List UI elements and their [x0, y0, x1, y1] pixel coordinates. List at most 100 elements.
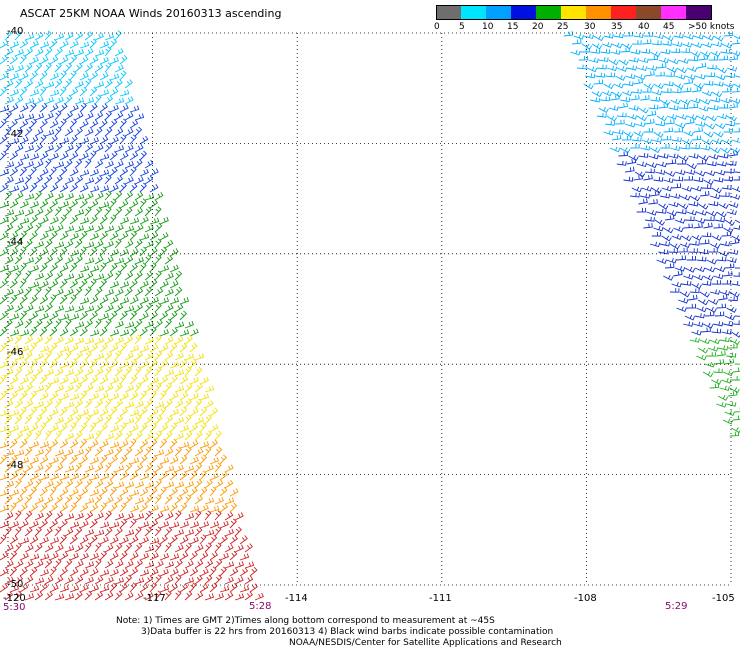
- wind-barb: [4, 449, 15, 457]
- wind-barb: [94, 240, 104, 249]
- wind-barb: [14, 191, 24, 201]
- wind-barb: [19, 262, 27, 273]
- wind-barb: [159, 375, 169, 385]
- wind-barb: [704, 170, 716, 177]
- wind-barb: [649, 147, 661, 154]
- wind-barb: [204, 542, 212, 553]
- wind-barb: [720, 97, 731, 104]
- wind-barb: [104, 33, 115, 41]
- wind-barb: [234, 593, 245, 601]
- wind-barb: [179, 375, 189, 385]
- wind-barb: [89, 295, 99, 305]
- wind-barb: [49, 55, 59, 65]
- wind-barb: [4, 494, 13, 505]
- wind-barb: [109, 38, 118, 49]
- wind-barb: [663, 35, 674, 42]
- wind-barb: [44, 510, 53, 521]
- wind-barb: [99, 569, 110, 577]
- wind-barb: [54, 96, 64, 105]
- wind-barb: [664, 214, 675, 221]
- wind-barb: [159, 329, 169, 337]
- wind-barb: [119, 281, 130, 289]
- wind-barb: [89, 185, 100, 193]
- wind-barb: [89, 439, 99, 449]
- wind-barb: [44, 239, 53, 249]
- wind-barb: [713, 368, 723, 374]
- wind-barb: [69, 502, 77, 513]
- wind-barb: [69, 473, 80, 481]
- wind-barb: [94, 206, 103, 217]
- wind-barb: [89, 535, 98, 545]
- wind-barb: [621, 135, 632, 141]
- wind-barb: [169, 470, 178, 481]
- wind-barb: [14, 464, 24, 473]
- wind-barb: [144, 352, 154, 361]
- wind-barb: [119, 329, 130, 337]
- wind-barb: [658, 203, 669, 210]
- wind-barb: [669, 243, 680, 250]
- wind-barb: [54, 463, 64, 473]
- wind-barb: [199, 393, 210, 401]
- wind-barb: [596, 64, 607, 70]
- wind-barb: [691, 283, 702, 290]
- wind-barb: [154, 334, 162, 345]
- wind-barb: [0, 390, 8, 401]
- wind-barb: [706, 352, 716, 357]
- legend-swatch: [461, 6, 486, 19]
- wind-barb: [34, 143, 43, 153]
- wind-barb: [593, 35, 604, 42]
- wind-barb: [699, 338, 711, 345]
- wind-barb: [129, 457, 140, 465]
- wind-barb: [697, 347, 709, 354]
- wind-barb: [19, 552, 29, 561]
- wind-barb: [9, 391, 18, 401]
- wind-barb: [99, 536, 109, 545]
- wind-barb: [69, 567, 79, 577]
- wind-barb: [54, 224, 64, 233]
- wind-barb: [655, 71, 665, 77]
- wind-barb: [44, 96, 54, 105]
- wind-barb: [44, 399, 53, 409]
- wind-barb: [79, 297, 90, 305]
- wind-barb: [129, 230, 138, 241]
- wind-barb: [224, 464, 234, 473]
- wind-barb: [713, 223, 723, 229]
- wind-barb: [174, 574, 182, 585]
- wind-barb: [702, 322, 714, 329]
- wind-barb: [89, 38, 97, 49]
- wind-barb: [700, 145, 711, 151]
- wind-barb: [239, 585, 250, 593]
- wind-barb: [89, 265, 100, 273]
- wind-barb: [64, 273, 75, 281]
- wind-barb: [635, 121, 646, 128]
- wind-barb: [99, 392, 109, 401]
- wind-barb: [44, 112, 54, 121]
- wind-barb: [703, 80, 714, 86]
- wind-barb: [697, 299, 709, 306]
- wind-barb: [144, 206, 152, 217]
- wind-barb: [44, 462, 53, 473]
- wind-barb: [144, 399, 153, 409]
- wind-barb: [4, 161, 15, 169]
- wind-barb: [9, 119, 18, 129]
- wind-barb: [14, 384, 24, 393]
- wind-barb: [603, 83, 614, 90]
- wind-barb: [0, 135, 8, 145]
- wind-barb: [99, 408, 109, 417]
- wind-barb: [134, 497, 145, 505]
- wind-barb: [598, 107, 609, 114]
- wind-barb: [646, 210, 657, 216]
- wind-barb: [658, 153, 669, 159]
- wind-barb: [679, 291, 690, 298]
- wind-barb: [124, 225, 135, 233]
- wind-barb: [149, 582, 157, 593]
- wind-barb: [149, 390, 157, 401]
- wind-barb: [54, 47, 63, 57]
- wind-barb: [34, 560, 44, 569]
- wind-barb: [79, 278, 88, 289]
- wind-barb: [683, 33, 694, 40]
- wind-barb: [124, 271, 134, 281]
- wind-barb: [194, 447, 204, 457]
- wind-barb: [184, 366, 192, 377]
- wind-barb: [114, 288, 124, 297]
